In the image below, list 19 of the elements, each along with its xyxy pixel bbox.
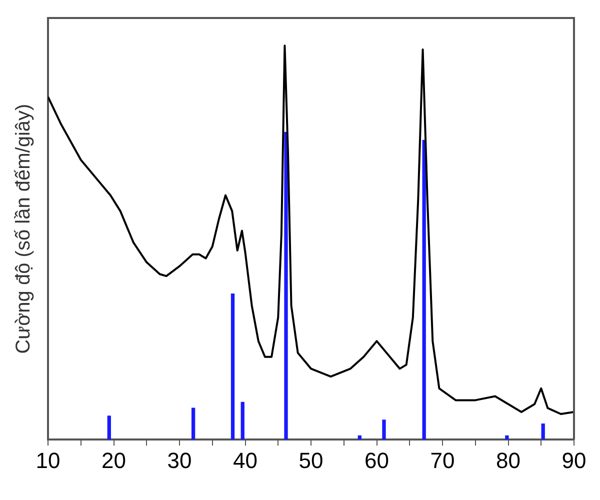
x-tick-label: 20 [102, 448, 126, 473]
x-tick-label: 60 [364, 448, 389, 473]
bar [382, 420, 386, 440]
bar [422, 140, 426, 440]
x-tick-label: 70 [430, 448, 455, 473]
bar [541, 424, 545, 440]
x-tick-label: 40 [233, 448, 258, 473]
bar [107, 416, 111, 440]
bar [191, 408, 196, 440]
y-axis-title: Cường độ (số lần đếm/giây) [12, 104, 35, 354]
x-tick-label: 50 [298, 448, 324, 473]
x-tick-label: 80 [496, 448, 520, 473]
bar [230, 293, 235, 440]
x-tick-label: 30 [167, 448, 192, 473]
bar [240, 402, 244, 440]
bar [284, 132, 288, 440]
x-tick-label: 10 [36, 448, 60, 473]
x-tick-label: 90 [562, 448, 586, 473]
bar [505, 435, 509, 440]
